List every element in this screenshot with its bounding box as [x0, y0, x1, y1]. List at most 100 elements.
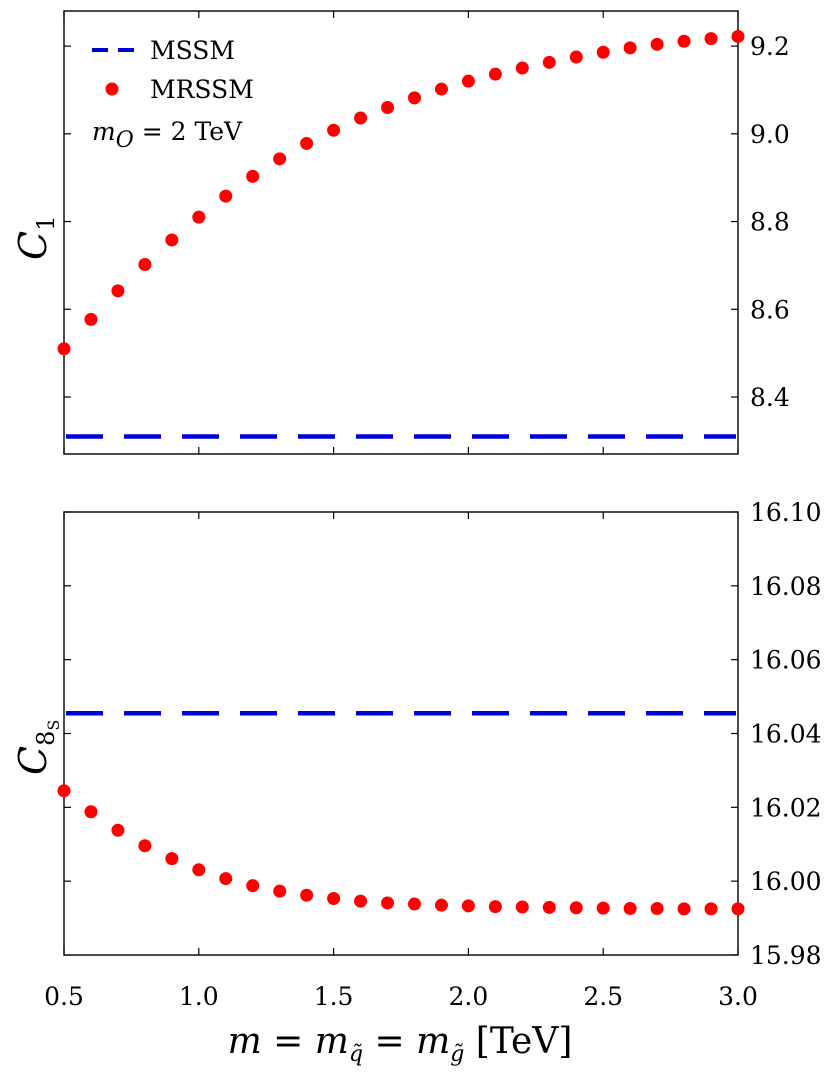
bottom-ytick-label: 16.08 — [750, 572, 822, 601]
bottom-mrssm-point — [542, 900, 556, 914]
top-ytick-label: 8.6 — [750, 295, 790, 324]
bottom-mrssm-point — [407, 897, 421, 911]
top-ylabel-main: C — [11, 231, 55, 260]
top-mrssm-point — [57, 342, 71, 356]
top-ytick-label: 8.4 — [750, 383, 790, 412]
bottom-mrssm-point — [111, 823, 125, 837]
bottom-ylabel-sub: 8 — [32, 731, 60, 746]
xtick-label: 2.0 — [449, 982, 489, 1011]
xtick-label: 1.5 — [314, 982, 354, 1011]
xlabel-unit: [TeV] — [464, 1021, 572, 1062]
bottom-ylabel-subsub: S — [44, 720, 63, 731]
top-mrssm-point — [84, 312, 98, 326]
annotation-sub: O — [116, 128, 134, 153]
annotation-suffix: = 2 TeV — [134, 117, 243, 146]
xlabel-eq1: = — [262, 1021, 315, 1062]
top-mrssm-point — [300, 136, 314, 150]
top-mrssm-point — [219, 189, 233, 203]
bottom-mrssm-point — [300, 888, 314, 902]
annotation-m: m — [92, 117, 116, 146]
top-series — [57, 29, 745, 439]
top-mrssm-point — [731, 29, 745, 43]
xlabel-m2: m — [315, 1021, 349, 1062]
top-mrssm-point — [461, 74, 475, 88]
top-mrssm-point — [623, 41, 637, 55]
bottom-panel-frame — [63, 511, 739, 956]
xlabel-sub-g: g̃ — [450, 1042, 464, 1067]
bottom-mrssm-point — [381, 896, 395, 910]
top-mrssm-point — [138, 258, 152, 272]
bottom-ytick-label: 16.00 — [750, 867, 822, 896]
bottom-ytick-label: 16.06 — [750, 646, 822, 675]
top-mrssm-point — [434, 82, 448, 96]
bottom-mrssm-point — [219, 872, 233, 886]
bottom-ytick-label: 16.02 — [750, 793, 822, 822]
top-mrssm-point — [596, 45, 610, 59]
top-mrssm-point — [650, 37, 664, 51]
bottom-mrssm-point — [731, 902, 745, 916]
legend-mrssm-label: MRSSM — [150, 75, 254, 104]
bottom-y-ticks: 15.98 16.00 16.02 16.04 16.06 16.08 16.10 — [64, 498, 822, 970]
top-mrssm-point — [273, 152, 287, 166]
top-mrssm-point — [407, 91, 421, 105]
top-mrssm-point — [354, 111, 368, 125]
bottom-mrssm-point — [84, 805, 98, 819]
bottom-ylabel-main: C — [11, 746, 55, 775]
top-y-ticks: 8.4 8.6 8.8 9.0 9.2 — [64, 32, 790, 412]
bottom-mrssm-point — [273, 884, 287, 898]
bottom-mrssm-point — [704, 902, 718, 916]
top-mrssm-point — [677, 34, 691, 48]
bottom-mrssm-point — [246, 879, 260, 893]
bottom-mrssm-point — [623, 901, 637, 915]
legend-annotation: mO = 2 TeV — [92, 117, 243, 153]
top-panel-frame — [63, 10, 739, 455]
top-mrssm-point — [704, 32, 718, 46]
bottom-mrssm-point — [434, 898, 448, 912]
top-ylabel-sub: 1 — [32, 216, 60, 231]
bottom-mrssm-point — [165, 852, 179, 866]
xtick-label: 3.0 — [718, 982, 758, 1011]
bottom-mrssm-point — [677, 902, 691, 916]
bottom-x-ticks: 0.5 1.0 1.5 2.0 2.5 3.0 — [44, 512, 758, 1011]
top-mrssm-point — [569, 50, 583, 64]
top-mrssm-point — [246, 169, 260, 183]
bottom-mrssm-point — [488, 900, 502, 914]
top-mrssm-point — [165, 233, 179, 247]
top-mrssm-point — [111, 284, 125, 298]
bottom-ytick-label: 16.04 — [750, 720, 822, 749]
top-panel: 8.4 8.6 8.8 9.0 9.2 MSSM MRSSM mO = 2 TeV C1 — [11, 10, 790, 455]
legend: MSSM MRSSM mO = 2 TeV — [92, 36, 254, 153]
legend-mssm-label: MSSM — [150, 36, 235, 65]
top-ytick-label: 8.8 — [750, 208, 790, 237]
top-mrssm-point — [542, 55, 556, 69]
bottom-ytick-label: 15.98 — [750, 941, 822, 970]
xtick-label: 0.5 — [44, 982, 84, 1011]
xlabel-m1: m — [228, 1021, 262, 1062]
bottom-mrssm-point — [192, 863, 206, 877]
top-mrssm-point — [515, 61, 529, 75]
bottom-mrssm-point — [57, 784, 71, 798]
bottom-mrssm-point — [461, 899, 475, 913]
xlabel-eq2: = — [363, 1021, 416, 1062]
xlabel-sub-q: q̃ — [349, 1042, 363, 1067]
bottom-mrssm-point — [650, 901, 664, 915]
bottom-y-axis-label: C8S — [11, 720, 63, 775]
bottom-mrssm-point — [515, 900, 529, 914]
bottom-mrssm-point — [138, 839, 152, 853]
top-mrssm-point — [488, 67, 502, 81]
bottom-mrssm-point — [569, 901, 583, 915]
top-mrssm-point — [381, 100, 395, 114]
x-axis-label: m = mq̃ = mg̃ [TeV] — [228, 1021, 573, 1067]
top-ytick-label: 9.0 — [750, 120, 790, 149]
bottom-panel: 15.98 16.00 16.02 16.04 16.06 16.08 16.10 0.5 1… — [11, 498, 822, 1067]
xtick-label: 1.0 — [179, 982, 219, 1011]
top-x-ticks — [63, 11, 739, 454]
top-mrssm-point — [192, 210, 206, 224]
bottom-mrssm-point — [354, 894, 368, 908]
legend-mrssm-swatch — [105, 82, 119, 96]
top-y-axis-label: C1 — [11, 216, 60, 260]
xtick-label: 2.5 — [583, 982, 623, 1011]
xlabel-m3: m — [416, 1021, 450, 1062]
top-mrssm-point — [327, 123, 341, 137]
